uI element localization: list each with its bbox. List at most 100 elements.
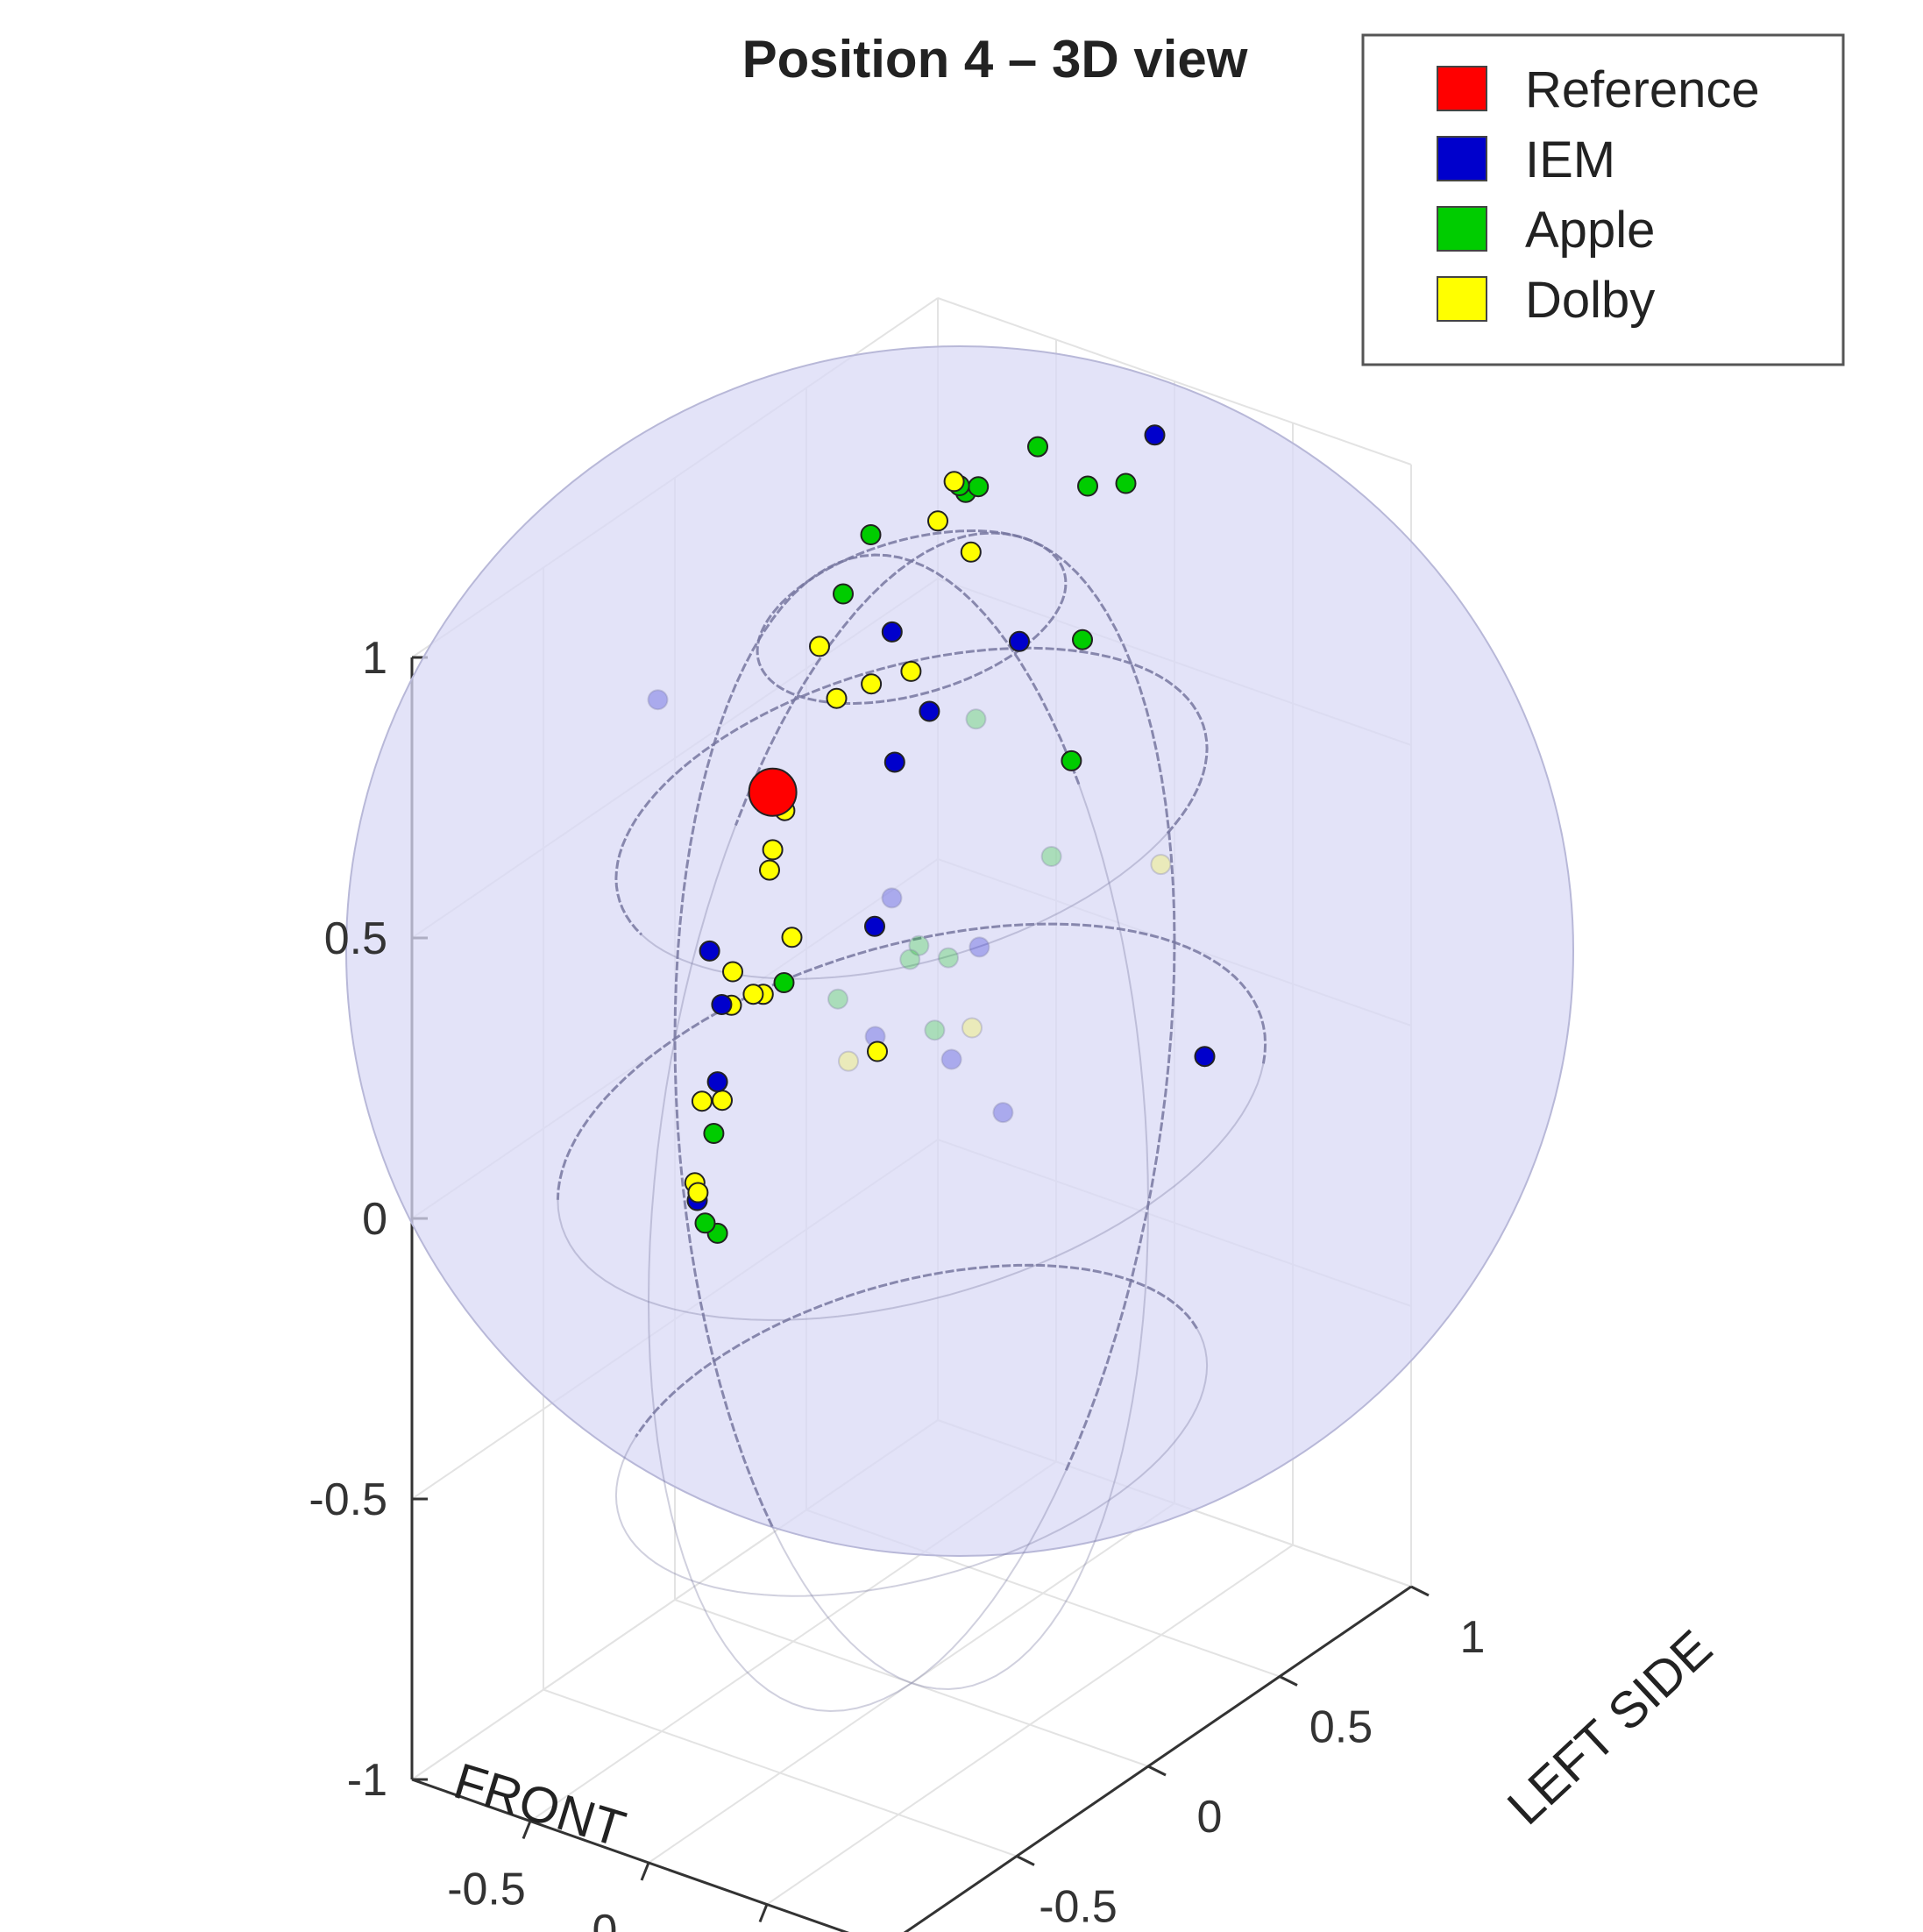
z-tick-label: 0 bbox=[362, 1194, 387, 1245]
x-tick bbox=[522, 1820, 532, 1840]
data-point-dolby bbox=[762, 839, 784, 861]
x-tick-label: 0 bbox=[593, 1906, 618, 1932]
legend-swatch bbox=[1437, 206, 1487, 252]
latitude-line bbox=[1108, 832, 1168, 884]
latitude-line bbox=[756, 529, 1068, 706]
data-point-iem bbox=[881, 887, 903, 909]
y-axis-label: LEFT SIDE bbox=[1497, 1619, 1723, 1836]
legend-swatch bbox=[1437, 66, 1487, 111]
data-point-iem bbox=[706, 1071, 728, 1093]
data-point-apple bbox=[968, 476, 990, 498]
grid-line bbox=[766, 1544, 1294, 1906]
legend-label: Reference bbox=[1525, 61, 1760, 118]
data-point-dolby bbox=[960, 541, 982, 563]
y-tick-label: 0.5 bbox=[1309, 1702, 1373, 1753]
data-point-iem bbox=[919, 700, 940, 722]
data-point-dolby bbox=[838, 1050, 859, 1072]
y-axis bbox=[903, 1585, 1412, 1932]
data-point-iem bbox=[1194, 1046, 1216, 1068]
data-point-iem bbox=[1009, 630, 1030, 652]
y-tick bbox=[1410, 1585, 1430, 1597]
latitude-line bbox=[557, 1199, 1149, 1321]
data-point-apple bbox=[703, 1123, 725, 1144]
sphere-surface bbox=[345, 345, 1574, 1557]
data-point-iem bbox=[883, 751, 905, 773]
latitude-line bbox=[556, 922, 1267, 1200]
data-point-apple bbox=[694, 1212, 716, 1234]
data-point-apple bbox=[773, 972, 795, 993]
data-points bbox=[647, 424, 1216, 1244]
data-point-apple bbox=[1040, 846, 1062, 867]
latitude-line bbox=[614, 1436, 1111, 1597]
data-point-apple bbox=[908, 934, 930, 956]
data-point-iem bbox=[992, 1102, 1014, 1124]
data-point-dolby bbox=[962, 1017, 983, 1039]
data-point-dolby bbox=[900, 660, 922, 682]
longitude-line bbox=[771, 1204, 1149, 1691]
data-point-dolby bbox=[1150, 854, 1172, 876]
y-tick-label: -0.5 bbox=[1039, 1882, 1118, 1932]
data-point-iem bbox=[864, 915, 885, 937]
y-tick-label: 0 bbox=[1197, 1792, 1223, 1843]
data-point-dolby bbox=[943, 471, 965, 493]
y-tick-label: 1 bbox=[1460, 1612, 1486, 1663]
data-point-dolby bbox=[759, 859, 780, 881]
legend-label: Apple bbox=[1525, 202, 1655, 259]
data-point-apple bbox=[1077, 475, 1098, 497]
data-point-apple bbox=[833, 583, 854, 605]
data-point-dolby bbox=[867, 1041, 888, 1062]
y-tick bbox=[1279, 1675, 1298, 1687]
data-point-dolby bbox=[861, 673, 883, 695]
latitude-line bbox=[635, 1263, 1198, 1438]
x-tick-label: -0.5 bbox=[447, 1865, 526, 1915]
data-point-iem bbox=[940, 1048, 962, 1070]
data-point-reference bbox=[748, 767, 798, 817]
latitude-line bbox=[1108, 1328, 1209, 1502]
latitude-line bbox=[614, 646, 1209, 936]
z-tick-label: 0.5 bbox=[324, 913, 387, 964]
chart-title: Position 4 – 3D view bbox=[742, 30, 1248, 89]
grid-line bbox=[674, 1599, 1149, 1767]
z-tick-label: -0.5 bbox=[309, 1474, 387, 1525]
latitude-line bbox=[641, 882, 1111, 980]
x-tick bbox=[758, 1903, 769, 1923]
data-point-dolby bbox=[781, 927, 803, 948]
legend-swatch bbox=[1437, 276, 1487, 322]
data-point-iem bbox=[1144, 424, 1166, 446]
grid-line bbox=[937, 297, 1412, 465]
data-point-apple bbox=[827, 988, 848, 1010]
legend-label: IEM bbox=[1525, 131, 1615, 188]
x-tick bbox=[640, 1862, 650, 1881]
data-point-iem bbox=[711, 994, 733, 1015]
latitude-line bbox=[1147, 1063, 1265, 1206]
data-point-apple bbox=[1072, 629, 1093, 650]
data-point-apple bbox=[1027, 436, 1048, 458]
data-point-dolby bbox=[927, 510, 948, 532]
data-point-iem bbox=[647, 689, 669, 711]
data-point-apple bbox=[1061, 749, 1082, 771]
data-point-apple bbox=[965, 708, 987, 730]
longitude-line bbox=[673, 553, 1081, 1528]
y-tick bbox=[1147, 1765, 1167, 1777]
data-point-dolby bbox=[712, 1090, 733, 1112]
data-point-dolby bbox=[691, 1090, 713, 1112]
data-point-dolby bbox=[809, 636, 830, 657]
grid-line bbox=[904, 1586, 1412, 1932]
data-point-apple bbox=[860, 524, 882, 545]
z-tick-label: -1 bbox=[347, 1755, 387, 1806]
x-axis-label: FRONT bbox=[448, 1752, 632, 1858]
data-point-dolby bbox=[742, 984, 764, 1005]
data-point-iem bbox=[969, 936, 990, 958]
tick-labels: 10.50-0.5-1-0.500.510.50-0.5 bbox=[309, 633, 1485, 1932]
z-tick-label: 1 bbox=[362, 633, 387, 684]
data-point-apple bbox=[938, 947, 959, 969]
data-point-apple bbox=[924, 1019, 946, 1041]
data-point-iem bbox=[881, 621, 903, 643]
longitude-line bbox=[647, 825, 1068, 1713]
data-point-dolby bbox=[722, 961, 743, 983]
longitude-line bbox=[1077, 784, 1149, 1206]
legend: Reference IEM Apple Dolby bbox=[1361, 33, 1845, 366]
data-point-apple bbox=[899, 948, 921, 970]
data-point-apple bbox=[1115, 472, 1137, 494]
